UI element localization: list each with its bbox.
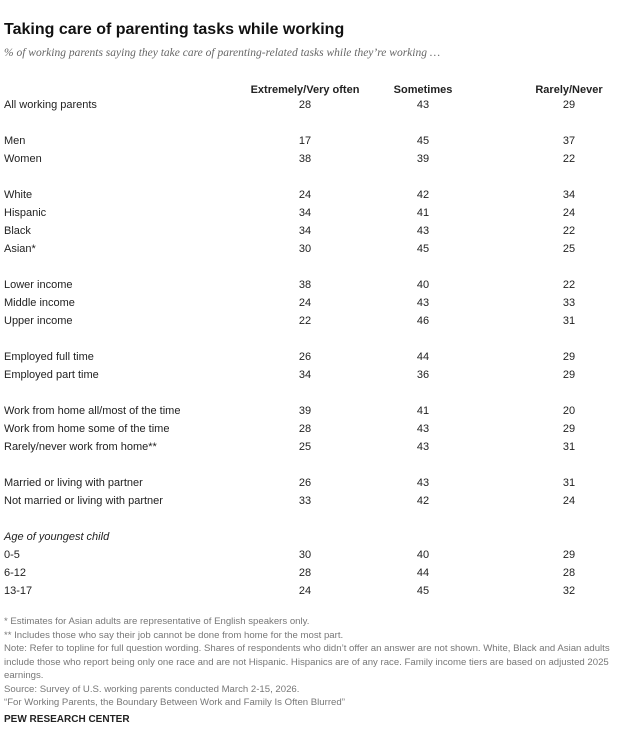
cell: 43 [416,225,430,237]
cell: 43 [416,477,430,489]
cell: 24 [298,189,312,201]
cell: 29 [562,549,576,561]
cell: 29 [562,351,576,363]
cell: 43 [416,297,430,309]
cell: 43 [416,423,430,435]
cell: 39 [416,153,430,165]
row-label: White [4,189,33,201]
cell: 44 [416,567,430,579]
group-label: Age of youngest child [4,531,110,543]
cell: 26 [298,351,312,363]
cell: 34 [298,369,312,381]
cell: 28 [298,423,312,435]
cell: 38 [298,279,312,291]
cell: 38 [298,153,312,165]
cell: 36 [416,369,430,381]
cell: 22 [562,279,576,291]
row-label: Middle income [4,297,75,309]
cell: 40 [416,549,430,561]
cell: 39 [298,405,312,417]
cell: 22 [562,225,576,237]
cell: 29 [562,99,576,111]
cell: 24 [298,297,312,309]
cell: 28 [562,567,576,579]
row-label: Work from home all/most of the time [4,405,181,417]
cell: 20 [562,405,576,417]
cell: 17 [298,135,312,147]
cell: 28 [298,99,312,111]
row-label: Not married or living with partner [4,495,163,507]
cell: 44 [416,351,430,363]
column-header: Rarely/Never [535,84,603,96]
cell: 31 [562,315,576,327]
cell: 34 [298,225,312,237]
row-label: 6-12 [4,567,27,579]
cell: 25 [298,441,312,453]
cell: 43 [416,441,430,453]
logo: PEW RESEARCH CENTER [4,714,130,725]
title: Taking care of parenting tasks while wor… [4,21,345,38]
footer: * Estimates for Asian adults are represe… [4,615,634,710]
column-header: Extremely/Very often [250,84,360,96]
cell: 45 [416,585,430,597]
cell: 33 [298,495,312,507]
cell: 32 [562,585,576,597]
cell: 34 [298,207,312,219]
note: * Estimates for Asian adults are represe… [4,616,310,627]
row-label: All working parents [4,99,97,111]
cell: 42 [416,189,430,201]
row-label: Asian* [4,243,36,255]
row-label: Men [4,135,26,147]
row-label: 13-17 [4,585,33,597]
row-label: Married or living with partner [4,477,143,489]
cell: 28 [298,567,312,579]
cell: 34 [562,189,576,201]
cell: 37 [562,135,576,147]
cell: 29 [562,369,576,381]
note: Source: Survey of U.S. working parents c… [4,683,300,695]
row-label: Black [4,225,31,237]
cell: 42 [416,495,430,507]
cell: 24 [298,585,312,597]
note: ** Includes those who say their job cann… [4,629,344,641]
cell: 45 [416,135,430,147]
cell: 29 [562,423,576,435]
cell: 41 [416,207,430,219]
row-label: Upper income [4,315,73,327]
row-label: 0-5 [4,549,20,561]
cell: 24 [562,495,576,507]
cell: 31 [562,441,576,453]
subtitle: % of working parents saying they take ca… [4,47,441,59]
cell: 31 [562,477,576,489]
row-label: Hispanic [4,207,47,219]
row-label: Employed full time [4,351,94,363]
row-label: Rarely/never work from home** [4,441,157,453]
cell: 41 [416,405,430,417]
cell: 24 [562,207,576,219]
cell: 46 [416,315,430,327]
note: “For Working Parents, the Boundary Betwe… [4,697,345,708]
column-header: Sometimes [393,84,453,96]
cell: 40 [416,279,430,291]
cell: 33 [562,297,576,309]
cell: 22 [562,153,576,165]
note: Note: Refer to topline for full question… [4,643,610,681]
row-label: Women [4,153,42,165]
row-label: Work from home some of the time [4,423,170,435]
row-label: Employed part time [4,369,99,381]
cell: 25 [562,243,576,255]
cell: 43 [416,99,430,111]
cell: 45 [416,243,430,255]
row-label: Lower income [4,279,73,291]
cell: 26 [298,477,312,489]
cell: 30 [298,243,312,255]
cell: 30 [298,549,312,561]
cell: 22 [298,315,312,327]
